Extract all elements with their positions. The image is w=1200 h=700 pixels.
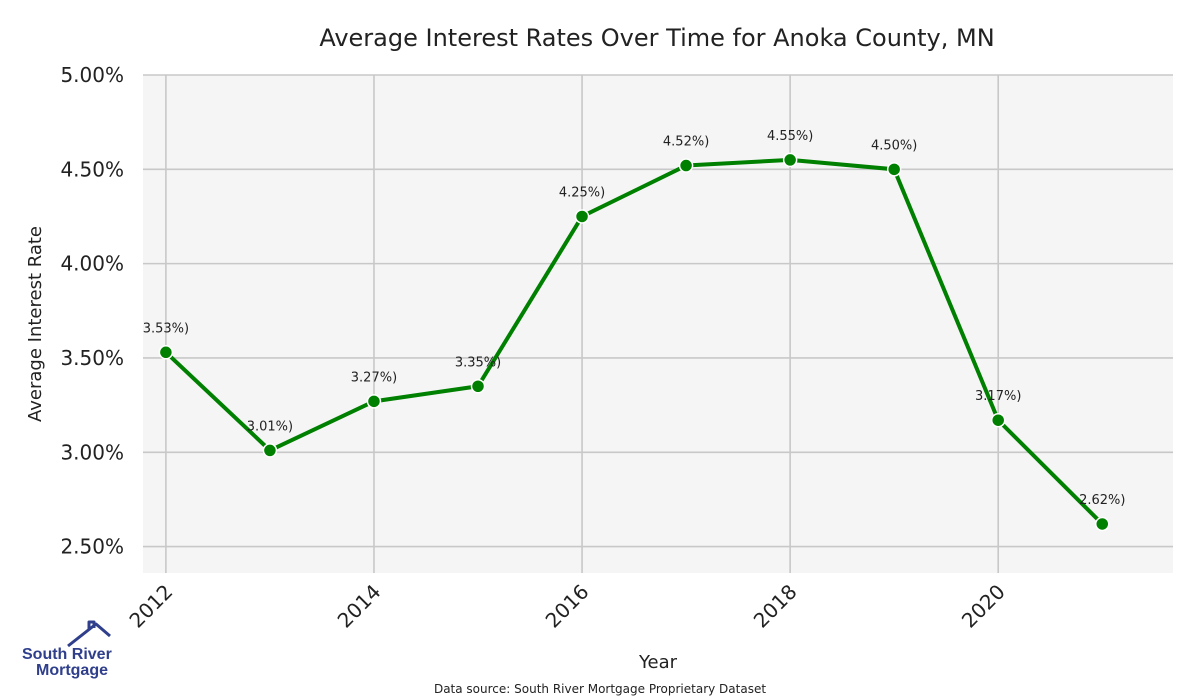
data-label: 3.27%) — [351, 370, 397, 385]
data-point — [886, 162, 902, 177]
x-tick-label: 2012 — [124, 580, 177, 633]
data-label: 3.53%) — [143, 321, 189, 336]
data-label: 4.52%) — [663, 135, 709, 150]
y-tick-label: 2.50% — [60, 535, 124, 559]
data-point — [990, 412, 1006, 428]
data-label: 4.50%) — [871, 138, 917, 153]
x-tick-label: 2014 — [333, 580, 386, 633]
data-point — [574, 209, 590, 224]
x-tick-label: 2016 — [541, 580, 594, 633]
house-roof-icon — [67, 620, 111, 648]
plot-area — [143, 75, 1173, 573]
data-point — [782, 152, 798, 168]
data-label: 3.01%) — [247, 419, 293, 434]
data-label: 2.62%) — [1079, 493, 1125, 508]
data-label: 3.35%) — [455, 355, 501, 370]
data-point — [158, 345, 174, 360]
x-axis-ticks: 2012 2014 2016 2018 2020 — [124, 580, 1009, 633]
x-tick-label: 2018 — [749, 580, 802, 633]
y-tick-label: 5.00% — [60, 63, 124, 87]
logo-line2: Mortgage — [36, 662, 108, 679]
y-tick-label: 4.00% — [60, 252, 124, 276]
y-tick-label: 3.50% — [60, 346, 124, 370]
data-label: 4.25%) — [559, 185, 605, 200]
data-source-note: Data source: South River Mortgage Propri… — [434, 682, 766, 696]
series-line — [164, 157, 1104, 526]
data-point — [470, 379, 486, 394]
logo: South River Mortgage — [22, 620, 112, 679]
y-axis-label: Average Interest Rate — [25, 226, 46, 422]
x-axis-label: Year — [638, 652, 678, 673]
data-point — [262, 443, 278, 458]
gridlines — [143, 74, 1173, 573]
series: 3.53%) 3.01%) 3.27%) 3.35%) 4.25%) 4.52%) 4.55… — [143, 129, 1125, 532]
y-tick-label: 3.00% — [60, 440, 124, 464]
data-point — [678, 158, 694, 173]
x-tick-label: 2020 — [957, 580, 1010, 633]
y-axis-ticks: 2.50% 3.00% 3.50% 4.00% 4.50% 5.00% — [60, 63, 124, 559]
data-label: 4.55%) — [767, 129, 813, 144]
data-point — [366, 394, 382, 409]
chart-title: Average Interest Rates Over Time for Ano… — [319, 24, 994, 52]
data-point — [1095, 516, 1110, 532]
logo-line1: South River — [22, 646, 112, 663]
y-tick-label: 4.50% — [60, 157, 124, 181]
data-label: 3.17%) — [975, 389, 1021, 404]
